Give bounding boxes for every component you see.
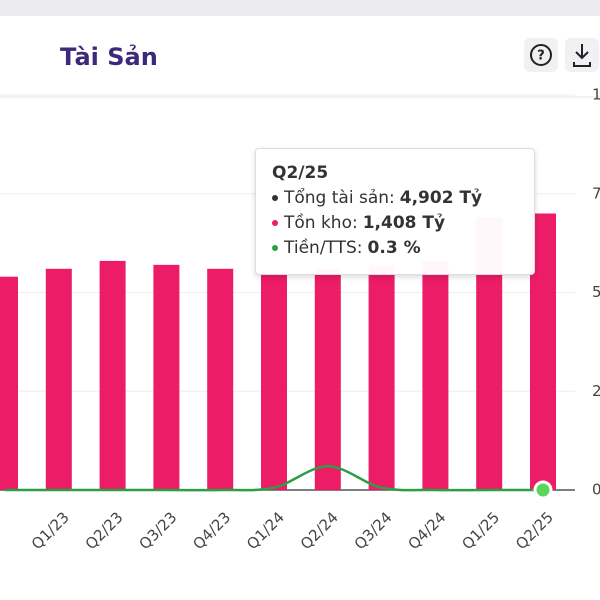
y-tick-label: 1 bbox=[592, 86, 600, 104]
tooltip-label: Tổng tài sản: bbox=[284, 188, 395, 208]
point bbox=[533, 480, 553, 500]
tooltip-row: Tổng tài sản: 4,902 Tỷ bbox=[272, 186, 518, 211]
x-tick-label: Q4/23 bbox=[189, 508, 234, 553]
bar bbox=[99, 260, 126, 490]
y-tick-label: 2 bbox=[592, 382, 600, 400]
help-button[interactable]: ? bbox=[524, 38, 558, 72]
top-band bbox=[0, 0, 600, 16]
x-tick-label: Q3/23 bbox=[136, 508, 181, 553]
x-tick-label: Q3/24 bbox=[351, 508, 396, 553]
bar bbox=[207, 268, 234, 490]
tooltip-dot bbox=[272, 245, 278, 251]
x-tick-label: Q4/24 bbox=[405, 508, 450, 553]
y-tick-label: 5 bbox=[592, 283, 600, 301]
chart-title: Tài Sản bbox=[60, 43, 158, 71]
x-tick-label: Q2/25 bbox=[512, 508, 557, 553]
x-tick-label: Q1/24 bbox=[243, 508, 288, 553]
tooltip-label: Tiền/TTS: bbox=[284, 238, 363, 258]
download-button[interactable] bbox=[565, 38, 599, 72]
tooltip-dot bbox=[272, 195, 278, 201]
tooltip-row: Tồn kho: 1,408 Tỷ bbox=[272, 211, 518, 236]
tooltip-title: Q2/25 bbox=[272, 163, 329, 183]
bar bbox=[0, 276, 18, 490]
tooltip-row: Tiền/TTS: 0.3 % bbox=[272, 236, 518, 261]
x-tick-label: Q2/23 bbox=[82, 508, 127, 553]
tooltip-dot bbox=[272, 220, 278, 226]
y-tick-label: 0 bbox=[592, 481, 600, 499]
bar bbox=[422, 260, 449, 490]
bar bbox=[368, 264, 395, 490]
tooltip-value: 1,408 Tỷ bbox=[362, 213, 446, 233]
bar bbox=[45, 268, 72, 490]
bar bbox=[153, 264, 180, 490]
tooltip: Q2/25 Tổng tài sản: 4,902 Tỷ Tồn kho: 1,408… bbox=[255, 148, 535, 275]
line bbox=[5, 465, 543, 492]
x-tick-label: Q2/24 bbox=[297, 508, 342, 553]
bar bbox=[261, 272, 287, 490]
y-tick-label: 7 bbox=[592, 184, 600, 202]
svg-text:?: ? bbox=[537, 49, 545, 64]
x-tick-label: Q1/25 bbox=[458, 508, 503, 553]
tooltip-label: Tồn kho: bbox=[284, 213, 358, 233]
tooltip-value: 4,902 Tỷ bbox=[399, 188, 483, 208]
x-tick-label: Q1/23 bbox=[28, 508, 73, 553]
bar bbox=[314, 268, 341, 490]
tooltip-value: 0.3 % bbox=[367, 238, 421, 258]
